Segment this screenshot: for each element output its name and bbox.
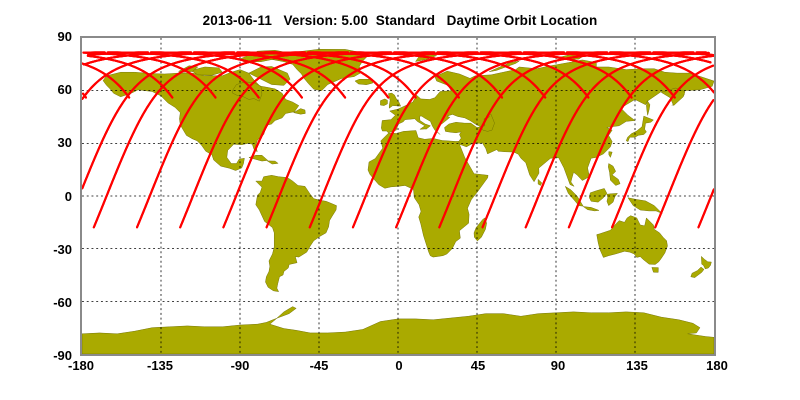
landmass-newguinea	[627, 197, 663, 214]
landmass-ireland	[380, 98, 388, 106]
x-tick-label: 45	[470, 358, 486, 373]
landmass-newzealand_s	[690, 266, 705, 278]
orbit-track-asc-8	[610, 52, 710, 62]
y-tick-label: 30	[57, 135, 72, 150]
orbit-track-14	[698, 189, 713, 227]
orbit-track-11	[569, 56, 714, 227]
y-tick-label: -60	[53, 295, 72, 310]
orbit-track-asc-8	[82, 63, 129, 97]
x-tick-label: -180	[67, 358, 95, 373]
orbit-track-9	[483, 52, 694, 227]
landmass-srilanka	[537, 178, 543, 186]
plot-area	[80, 36, 716, 356]
orbit-track-asc-10	[83, 53, 215, 98]
orbit-track-asc-14	[237, 52, 388, 97]
x-tick-label: 180	[706, 358, 728, 373]
landmass-tasmania	[651, 267, 659, 273]
x-tick-label: -45	[309, 358, 329, 373]
y-tick-label: -90	[53, 348, 72, 363]
orbit-track-asc-2	[351, 52, 502, 97]
orbit-track-asc-4	[437, 52, 588, 97]
orbit-track-7	[396, 52, 607, 227]
orbit-track-6	[353, 52, 564, 227]
orbit-track-0	[94, 52, 305, 227]
world-map	[82, 38, 714, 354]
orbit-track-4	[267, 52, 478, 227]
orbit-track-asc-11	[108, 52, 259, 97]
orbit-track-asc-0	[265, 52, 416, 97]
landmass-australia	[596, 215, 668, 265]
orbit-track-asc-9	[653, 52, 713, 55]
orbit-track-asc-5	[481, 52, 632, 97]
orbit-track-5	[310, 52, 521, 227]
landmass-sulawesi	[606, 193, 618, 207]
orbit-track-asc-6	[524, 52, 675, 97]
figure-title: 2013-06-11 Version: 5.00 Standard Daytim…	[202, 13, 598, 28]
x-tick-label: -90	[230, 358, 250, 373]
x-tick-label: 90	[550, 358, 566, 373]
orbit-track-asc-7	[83, 94, 86, 98]
x-tick-label: 0	[395, 358, 403, 373]
landmass-newfoundland	[292, 108, 306, 115]
landmass-borneo	[589, 188, 608, 203]
y-tick-label: 90	[57, 29, 72, 44]
y-tick-label: 60	[57, 82, 72, 97]
orbit-track-13	[655, 100, 713, 227]
landmass-japan	[625, 115, 654, 142]
landmass-java	[582, 206, 600, 212]
orbit-track-12	[612, 66, 713, 228]
orbit-track-10	[526, 53, 709, 227]
y-tick-label: 0	[64, 189, 72, 204]
landmass-hispaniola	[266, 160, 279, 165]
landmass-newzealand_n	[701, 255, 712, 270]
orbit-track-8	[439, 52, 650, 227]
orbit-track-asc-12	[151, 52, 302, 97]
orbit-track-asc-9	[88, 56, 172, 98]
landmass-taiwan	[608, 151, 613, 158]
orbit-ground-tracks	[82, 52, 714, 227]
orbit-track-14	[82, 52, 277, 188]
orbit-track-asc-1	[308, 52, 459, 97]
orbit-track-asc-7	[567, 52, 714, 92]
y-tick-label: -30	[53, 242, 72, 257]
x-tick-label: -135	[146, 358, 174, 373]
orbit-track-3	[223, 52, 434, 227]
orbit-track-1	[137, 52, 348, 227]
landmass-sakhalin	[646, 100, 651, 116]
landmass-britain	[388, 92, 401, 109]
x-tick-label: 135	[626, 358, 648, 373]
landmass-philippines	[608, 163, 621, 186]
orbit-track-asc-3	[394, 52, 545, 97]
orbit-track-2	[180, 52, 391, 227]
landmass-cuba	[248, 155, 269, 162]
orbit-track-asc-13	[194, 52, 345, 97]
